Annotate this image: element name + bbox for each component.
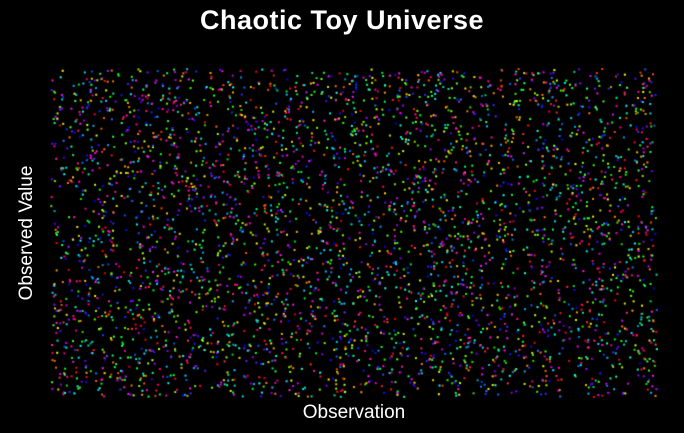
- x-axis-label: Observation: [302, 402, 406, 423]
- scatter-plot-canvas: [50, 68, 658, 398]
- y-axis-label: Observed Value: [16, 165, 37, 301]
- chart-title: Chaotic Toy Universe: [199, 5, 485, 35]
